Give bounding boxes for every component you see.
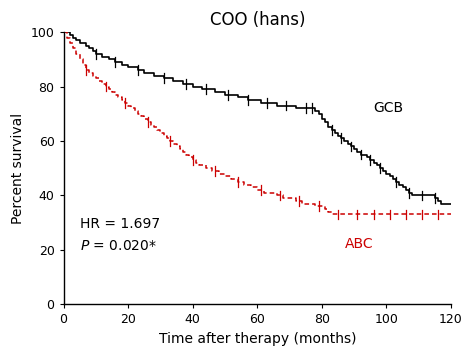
Title: COO (hans): COO (hans) bbox=[210, 11, 305, 29]
Text: ABC: ABC bbox=[345, 237, 373, 251]
Text: $P$ = 0.020*: $P$ = 0.020* bbox=[80, 239, 157, 253]
Y-axis label: Percent survival: Percent survival bbox=[11, 112, 25, 224]
Text: GCB: GCB bbox=[374, 101, 404, 115]
Text: HR = 1.697: HR = 1.697 bbox=[80, 217, 160, 231]
X-axis label: Time after therapy (months): Time after therapy (months) bbox=[158, 332, 356, 346]
